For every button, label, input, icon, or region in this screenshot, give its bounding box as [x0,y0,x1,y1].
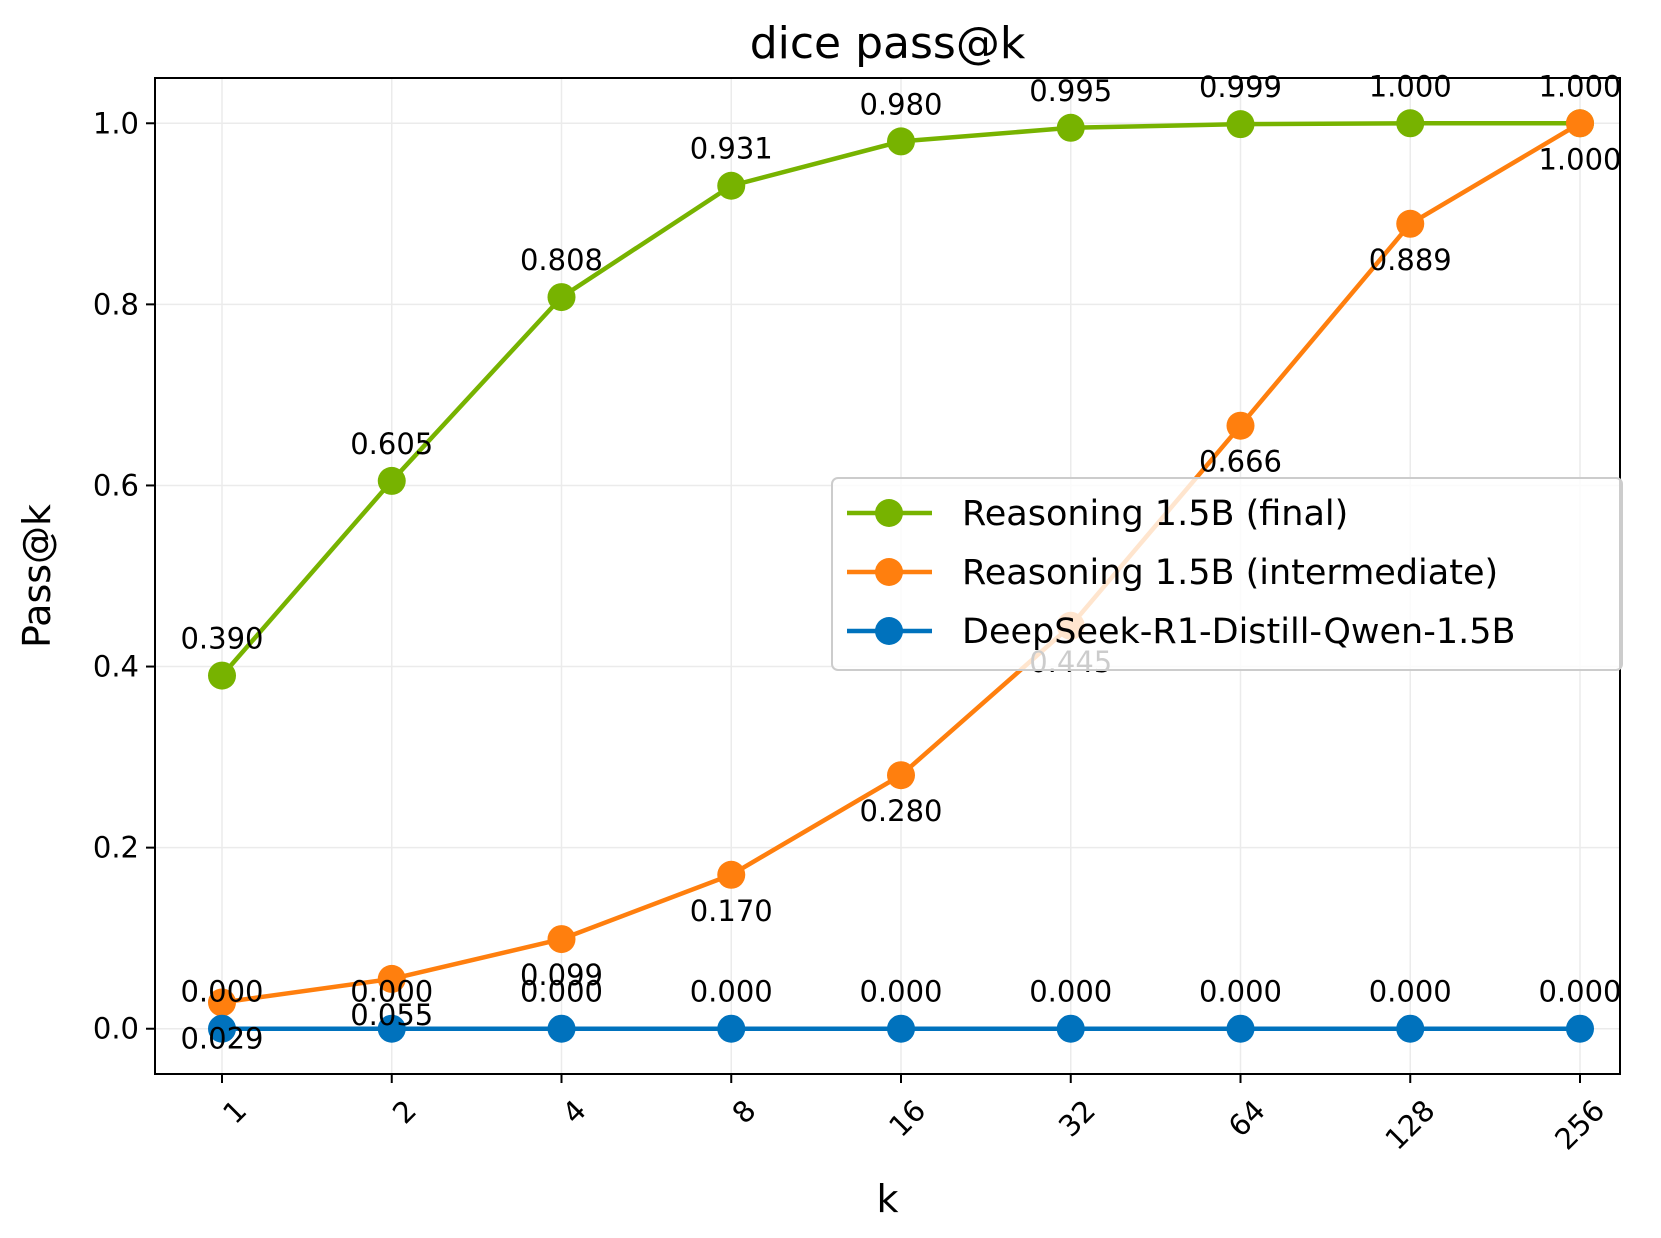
data-label: 0.000 [1199,975,1282,1009]
x-tick-label: 64 [1222,1093,1272,1143]
x-tick-label: 8 [725,1093,762,1130]
data-point [717,860,746,889]
data-point [887,761,915,790]
legend-label: DeepSeek-R1-Distill-Qwen-1.5B [962,612,1516,652]
y-tick-label: 0.0 [93,1012,139,1046]
y-tick-label: 1.0 [93,106,139,140]
data-label: 0.099 [520,958,603,992]
data-point [887,127,915,156]
data-point [547,925,576,954]
x-axis-label: k [876,1177,898,1221]
data-label: 0.605 [350,427,433,461]
chart-title: dice pass@k [750,18,1026,69]
data-point [547,1014,576,1043]
x-tick-label: 256 [1548,1093,1611,1156]
y-tick-label: 0.6 [93,468,139,502]
data-point [377,466,406,495]
data-point [1056,113,1085,142]
data-point [1566,109,1594,138]
data-label: 0.000 [520,975,603,1009]
data-point [377,1014,406,1043]
y-tick-label: 0.2 [93,831,139,865]
data-labels: 0.390 0.605 0.808 0.931 0.980 0.995 0.999 1.000… [180,69,1621,1055]
data-point [208,661,236,690]
x-tick-label: 4 [556,1093,593,1130]
x-tick-label: 1 [216,1093,253,1130]
y-tick-label: 0.8 [93,287,139,321]
data-label: 0.995 [1029,74,1112,108]
legend-label: Reasoning 1.5B (intermediate) [962,553,1498,593]
data-point [1226,1014,1255,1043]
data-point [547,283,576,312]
data-label: 0.170 [690,894,773,928]
data-label: 0.000 [180,975,263,1009]
data-label: 0.931 [690,132,773,166]
data-point [208,988,236,1017]
data-label: 0.000 [859,975,942,1009]
legend-box [831,477,1623,671]
x-tick-label: 128 [1378,1093,1441,1156]
data-label: 0.889 [1369,243,1452,277]
data-point [887,1014,915,1043]
data-label: 1.000 [1538,142,1621,176]
data-label: 0.000 [1029,975,1112,1009]
data-point [377,964,406,993]
data-point [1396,1014,1425,1043]
x-tick-label: 16 [882,1093,932,1143]
legend-marker [875,617,903,645]
y-axis-label: Pass@k [15,504,59,648]
data-label: 0.055 [350,998,433,1032]
data-label: 0.000 [1369,975,1452,1009]
legend-label: Reasoning 1.5B (final) [962,494,1348,534]
data-point [1226,411,1255,440]
data-point [1226,110,1255,139]
data-point [1396,209,1425,238]
data-label: 1.000 [1538,69,1621,103]
data-label: 0.808 [520,243,603,277]
x-tick-label: 32 [1052,1093,1102,1143]
data-label: 0.390 [180,622,263,656]
data-label: 0.000 [1538,975,1621,1009]
data-point [717,171,746,200]
data-point [208,1014,236,1043]
data-label: 0.980 [859,87,942,121]
data-point [1396,109,1425,138]
data-label: 0.999 [1199,70,1282,104]
series-2 [208,1014,1594,1043]
data-label: 0.000 [350,975,433,1009]
legend-marker [875,499,903,527]
data-label: 0.000 [690,975,773,1009]
data-label: 0.666 [1199,445,1282,479]
series-layer [208,109,1594,1043]
data-label: 0.029 [180,1021,263,1055]
legend: Reasoning 1.5B (final) Reasoning 1.5B (in… [831,477,1623,671]
data-point [1566,1014,1594,1043]
data-label: 0.280 [859,794,942,828]
legend-marker [875,558,903,586]
y-tick-label: 0.4 [93,650,139,684]
data-label: 1.000 [1369,69,1452,103]
x-tick-label: 2 [386,1093,423,1130]
data-point [717,1014,746,1043]
data-point [1056,1014,1085,1043]
